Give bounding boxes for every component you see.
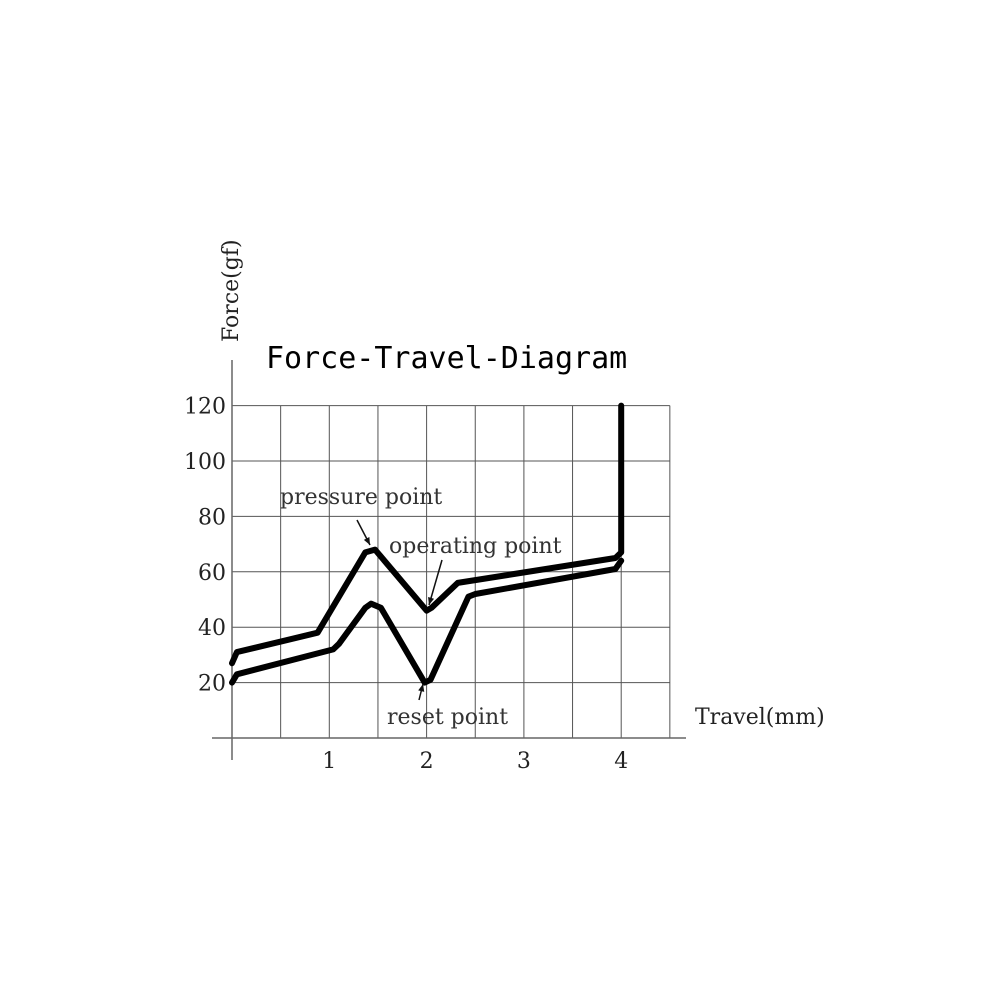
y-tick-label: 20 [198, 672, 226, 697]
y-tick-label: 40 [198, 616, 226, 641]
x-tick-label: 2 [420, 749, 434, 774]
annotation-operating-point: operating point [389, 534, 562, 559]
y-tick-label: 60 [198, 561, 226, 586]
x-tick-label: 4 [614, 749, 628, 774]
y-tick-label: 120 [184, 395, 226, 420]
x-axis-label: Travel(mm) [695, 705, 825, 730]
reset-point-arrow-head [418, 684, 425, 692]
series-line-2 [229, 557, 625, 686]
pressure-point-arrow-head [363, 537, 370, 545]
x-tick-label: 1 [322, 749, 336, 774]
y-tick-label: 100 [184, 450, 226, 475]
operating-point-arrow-head [428, 597, 435, 605]
y-axis-label: Force(gf) [219, 239, 244, 342]
series-line-1 [229, 402, 625, 667]
annotation-pressure-point: pressure point [280, 485, 442, 510]
annotation-reset-point: reset point [387, 705, 508, 730]
chart-title: Force-Travel-Diagram [266, 341, 627, 376]
operating-point-arrow [428, 559, 443, 606]
x-tick-label: 3 [517, 749, 531, 774]
y-tick-label: 80 [198, 505, 226, 530]
